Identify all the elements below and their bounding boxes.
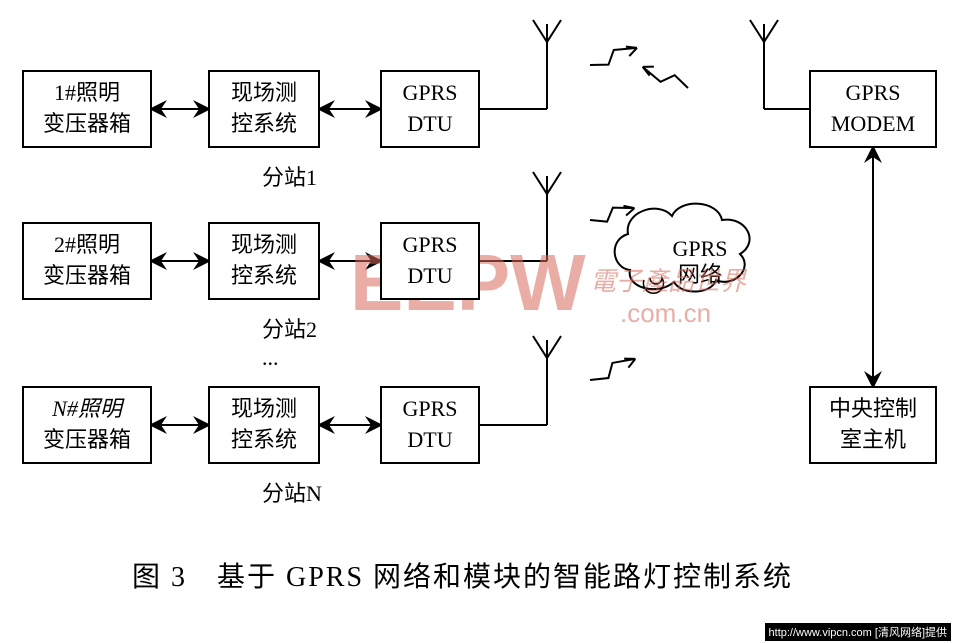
dtu2-line2: DTU (407, 261, 452, 292)
controller2-box: 现场测控系统 (208, 222, 320, 300)
controller1-line2: 控系统 (231, 109, 297, 140)
transformer1-box: 1#照明变压器箱 (22, 70, 152, 148)
dtu1-line1: GPRS (402, 78, 457, 109)
controllerN-line1: 现场测 (231, 394, 297, 425)
modem-line2: MODEM (831, 109, 915, 140)
controller1-box: 现场测控系统 (208, 70, 320, 148)
cloud-text1: GPRS (672, 236, 727, 261)
host-line2: 室主机 (840, 425, 906, 456)
dtu1-line2: DTU (407, 109, 452, 140)
host-box: 中央控制室主机 (809, 386, 937, 464)
dtu2-line1: GPRS (402, 230, 457, 261)
dtu1-box: GPRSDTU (380, 70, 480, 148)
transformerN-line1: N#照明 (52, 394, 122, 425)
label-stationN: 分站N (262, 476, 322, 508)
transformer1-line1: 1#照明 (54, 78, 120, 109)
controllerN-box: 现场测控系统 (208, 386, 320, 464)
dtuN-box: GPRSDTU (380, 386, 480, 464)
transformerN-line2: 变压器箱 (43, 425, 131, 456)
transformerN-box: N#照明变压器箱 (22, 386, 152, 464)
wave-3 (590, 359, 635, 380)
transformer1-line2: 变压器箱 (43, 109, 131, 140)
controllerN-line2: 控系统 (231, 425, 297, 456)
controller2-line1: 现场测 (231, 230, 297, 261)
controller2-line2: 控系统 (231, 261, 297, 292)
dtu2-box: GPRSDTU (380, 222, 480, 300)
controller1-line1: 现场测 (231, 78, 297, 109)
transformer2-line1: 2#照明 (54, 230, 120, 261)
footer-credit: http://www.vipcn.com [清风网络]提供 (765, 623, 951, 641)
modem-line1: GPRS (845, 78, 900, 109)
figure-caption: 图 3 基于 GPRS 网络和模块的智能路灯控制系统 (132, 555, 793, 595)
transformer2-line2: 变压器箱 (43, 261, 131, 292)
host-line1: 中央控制 (829, 394, 917, 425)
label-dots: ... (262, 345, 279, 371)
wave-1 (643, 67, 688, 88)
label-station1: 分站1 (262, 160, 317, 192)
watermark-cn: 電子產品世界 (590, 267, 748, 296)
watermark-domain: .com.cn (620, 298, 711, 328)
label-station2: 分站2 (262, 312, 317, 344)
transformer2-box: 2#照明变压器箱 (22, 222, 152, 300)
modem-box: GPRSMODEM (809, 70, 937, 148)
dtuN-line1: GPRS (402, 394, 457, 425)
dtuN-line2: DTU (407, 425, 452, 456)
